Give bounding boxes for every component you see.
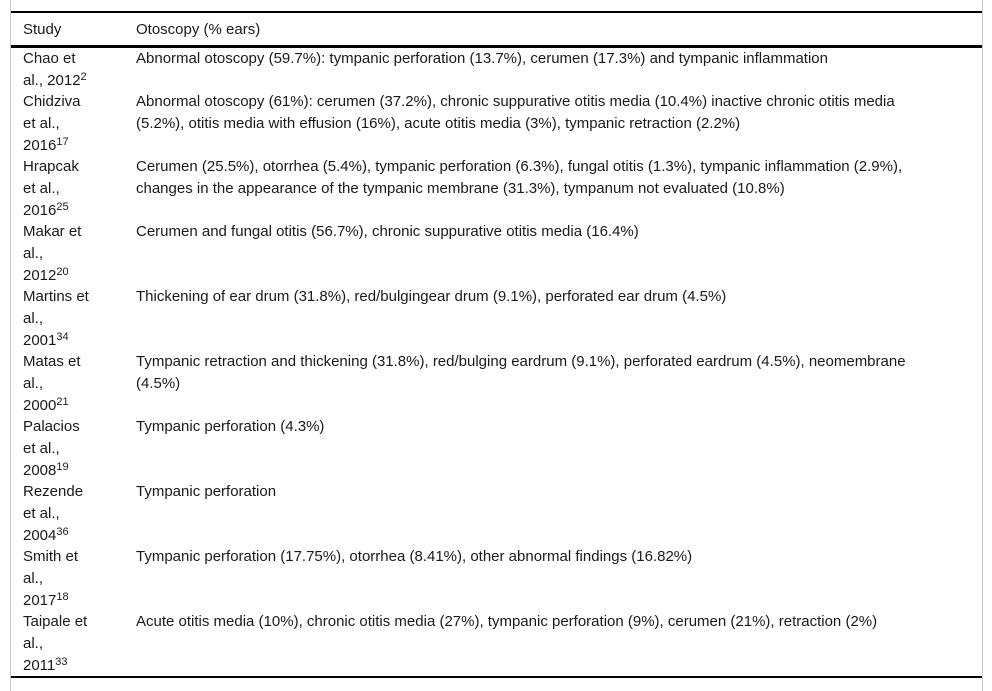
- table-row: Rezende et al., 200436 Tympanic perforati…: [11, 481, 982, 546]
- study-cell: Chao et al., 20122: [23, 50, 87, 89]
- citation-superscript: 17: [56, 135, 69, 148]
- otoscopy-cell: Tympanic retraction and thickening (31.8…: [136, 353, 906, 393]
- study-cell: Martins et al., 200134: [23, 288, 89, 349]
- citation-superscript: 33: [55, 655, 68, 668]
- table-row: Hrapcak et al., 201625 Cerumen (25.5%), o…: [11, 156, 982, 221]
- column-header-study: Study: [23, 20, 62, 38]
- citation-superscript: 18: [56, 590, 69, 603]
- table-row: Taipale et al., 201133 Acute otitis media…: [11, 611, 982, 676]
- citation-superscript: 19: [56, 460, 69, 473]
- table-row: Chao et al., 20122 Abnormal otoscopy (59.…: [11, 48, 982, 91]
- study-cell: Makar et al., 201220: [23, 223, 82, 284]
- column-header-otoscopy: Otoscopy (% ears): [136, 20, 261, 38]
- otoscopy-cell: Tympanic perforation: [136, 483, 277, 501]
- citation-superscript: 21: [56, 395, 69, 408]
- study-cell: Chidziva et al., 201617: [23, 93, 81, 154]
- otoscopy-cell: Abnormal otoscopy (59.7%): tympanic perf…: [136, 50, 828, 67]
- table-row: Makar et al., 201220 Cerumen and fungal o…: [11, 221, 982, 286]
- otoscopy-results-table: Study Otoscopy (% ears) Chao et al., 201…: [11, 11, 982, 679]
- table-row: Chidziva et al., 201617 Abnormal otoscopy…: [11, 91, 982, 156]
- otoscopy-cell: Cerumen (25.5%), otorrhea (5.4%), tympan…: [136, 158, 903, 198]
- citation-superscript: 25: [56, 200, 69, 213]
- study-cell: Palacios et al., 200819: [23, 418, 80, 479]
- table-row: Palacios et al., 200819 Tympanic perforat…: [11, 416, 982, 481]
- table-row: Martins et al., 200134 Thickening of ear …: [11, 286, 982, 351]
- study-cell: Rezende et al., 200436: [23, 483, 84, 544]
- study-cell: Taipale et al., 201133: [23, 613, 88, 674]
- otoscopy-cell: Tympanic perforation (4.3%): [136, 418, 325, 436]
- citation-superscript: 36: [56, 525, 69, 538]
- table-row: Smith et al., 201718 Tympanic perforation…: [11, 546, 982, 611]
- study-cell: Matas et al., 200021: [23, 353, 81, 414]
- otoscopy-cell: Cerumen and fungal otitis (56.7%), chron…: [136, 223, 639, 241]
- study-cell: Hrapcak et al., 201625: [23, 158, 79, 219]
- citation-superscript: 2: [80, 70, 87, 83]
- page-frame: Study Otoscopy (% ears) Chao et al., 201…: [10, 0, 983, 691]
- study-cell: Smith et al., 201718: [23, 548, 79, 609]
- otoscopy-cell: Tympanic perforation (17.75%), otorrhea …: [136, 548, 693, 566]
- otoscopy-cell: Acute otitis media (10%), chronic otitis…: [136, 613, 878, 631]
- table-header-row: Study Otoscopy (% ears): [11, 13, 982, 48]
- otoscopy-cell: Thickening of ear drum (31.8%), red/bulg…: [136, 288, 727, 306]
- otoscopy-cell: Abnormal otoscopy (61%): cerumen (37.2%)…: [136, 93, 895, 133]
- table-body: Chao et al., 20122 Abnormal otoscopy (59.…: [11, 48, 982, 676]
- citation-superscript: 34: [56, 330, 69, 343]
- table-row: Matas et al., 200021 Tympanic retraction …: [11, 351, 982, 416]
- citation-superscript: 20: [56, 265, 69, 278]
